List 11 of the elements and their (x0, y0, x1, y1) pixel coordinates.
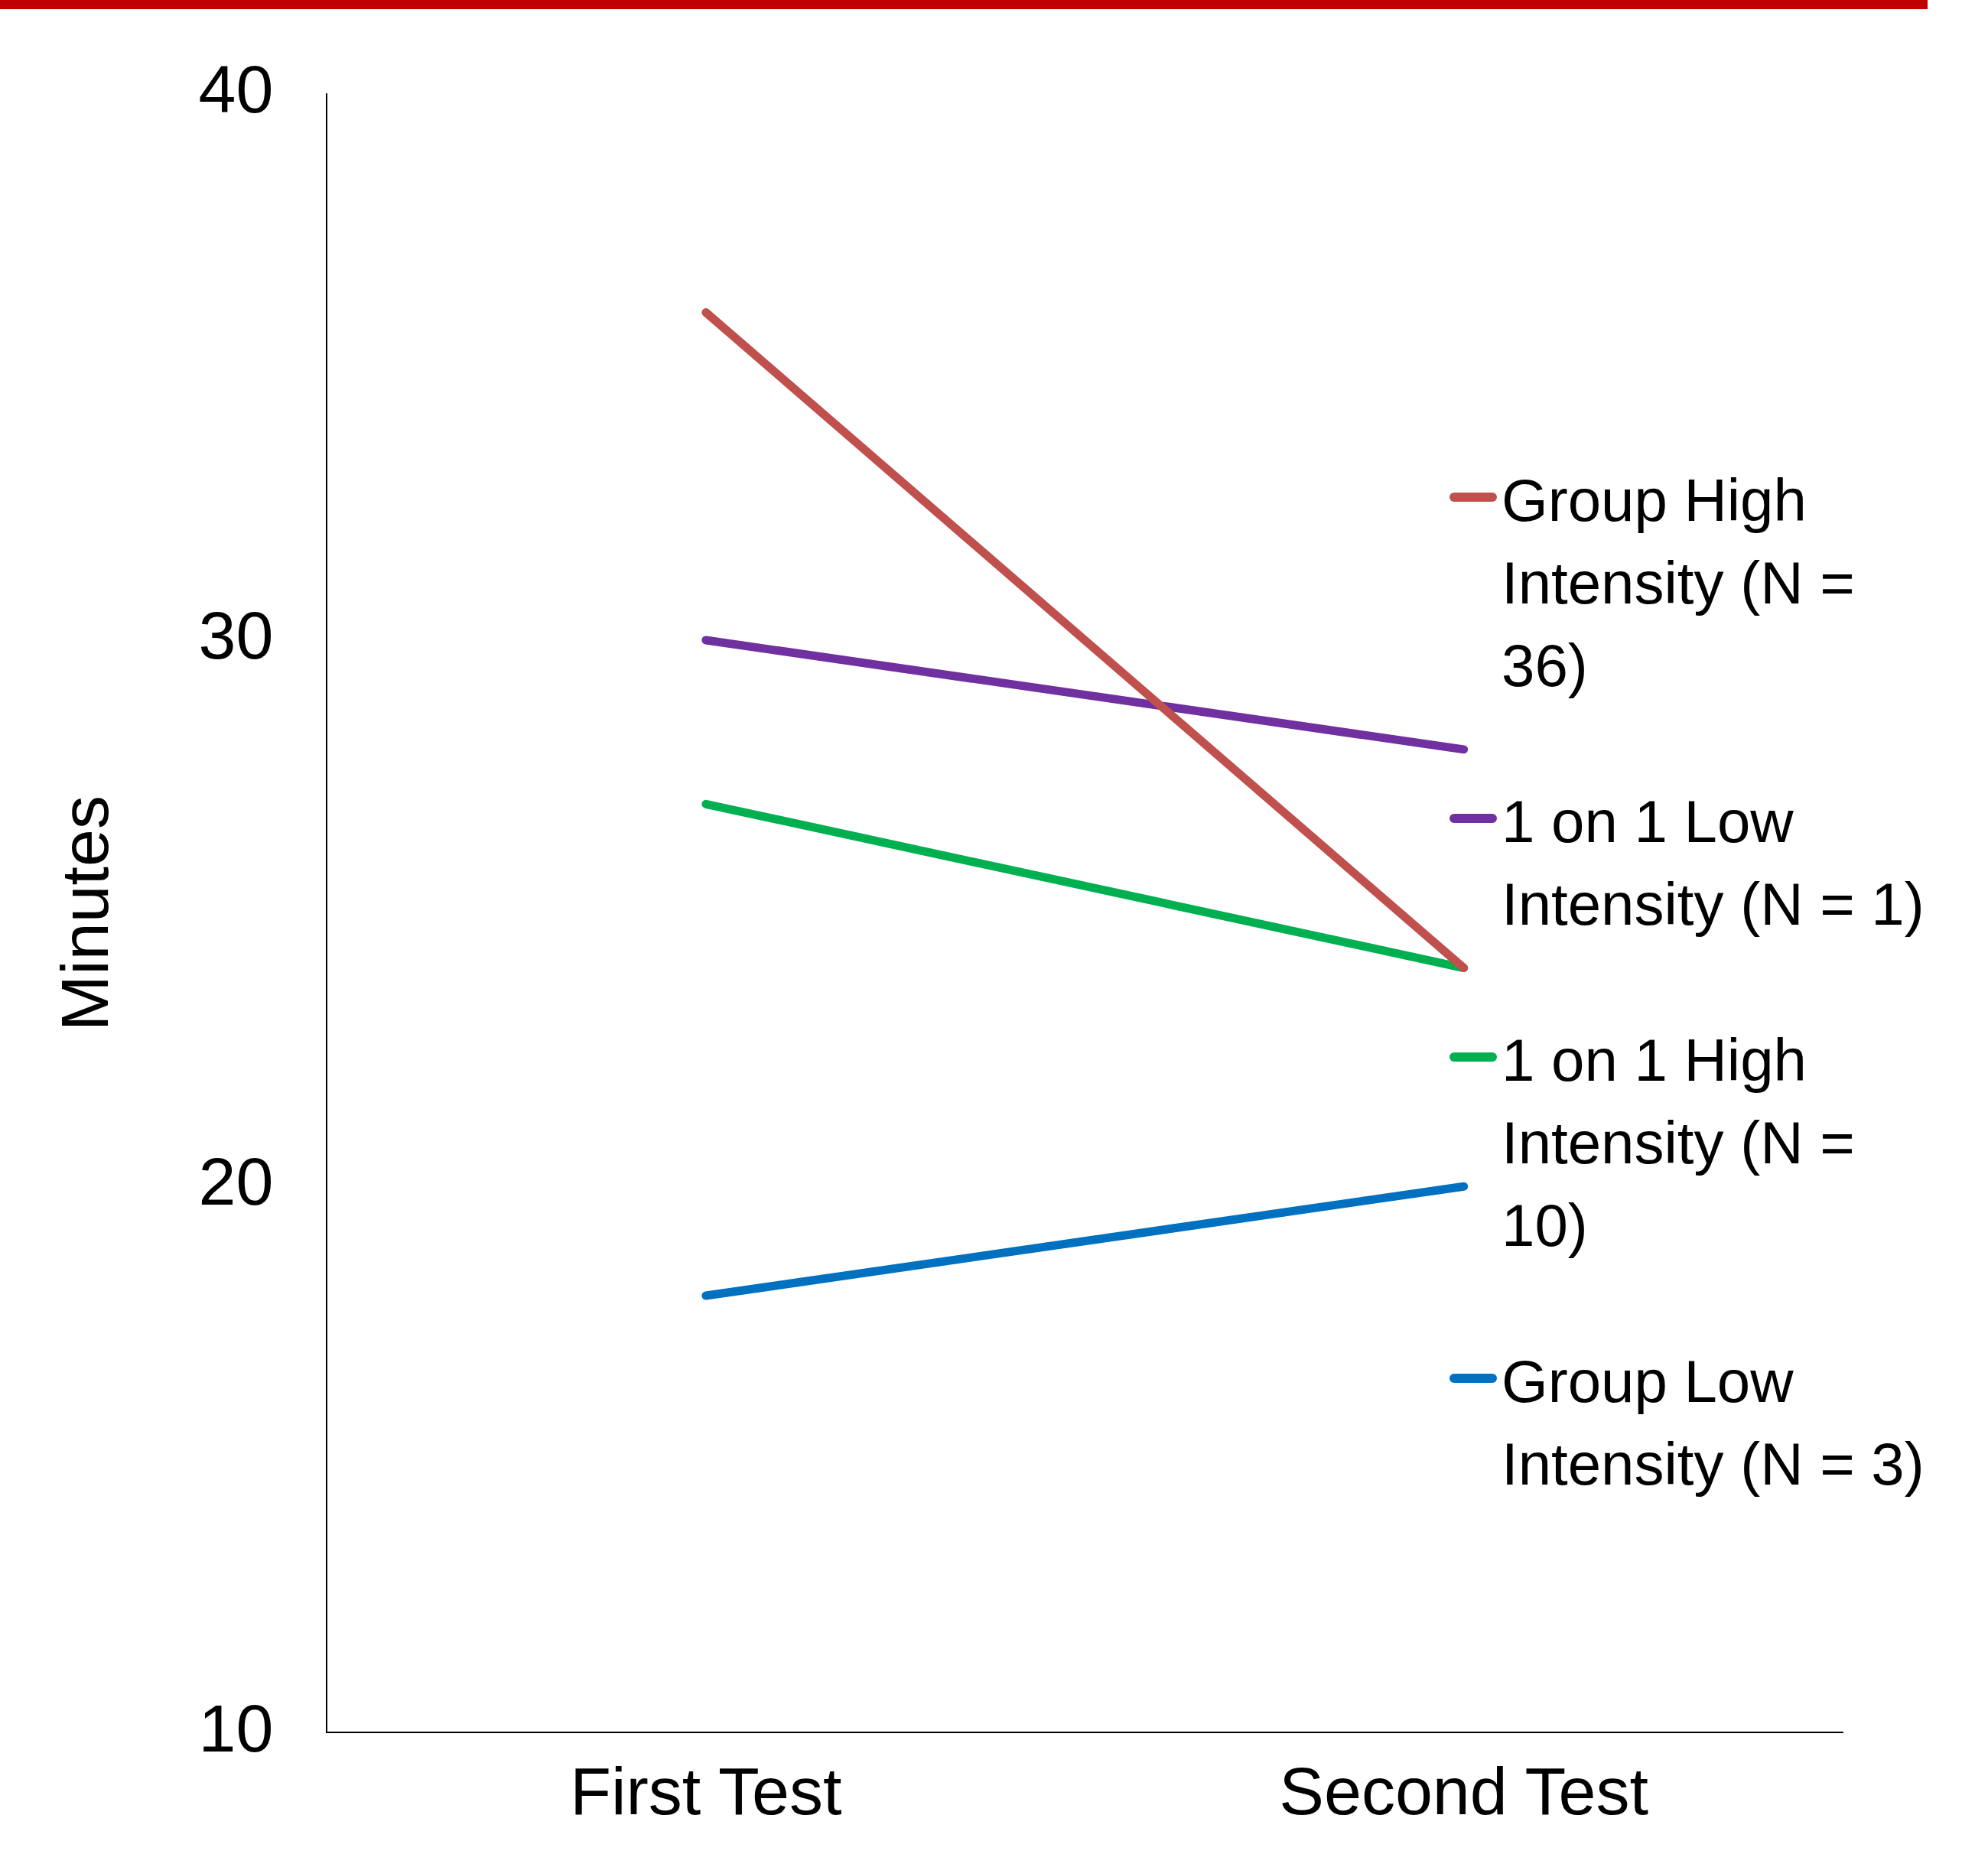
legend-label: Group Low Intensity (N = 3) (1502, 1347, 1925, 1499)
y-axis-title: Minutes (47, 795, 123, 1032)
x-tick-label: Second Test (1279, 1753, 1648, 1830)
legend-label: Group High Intensity (N = 36) (1502, 466, 1856, 701)
y-tick-label: 40 (198, 51, 274, 128)
legend-label: 1 on 1 Low Intensity (N = 1) (1502, 787, 1925, 939)
legend-label: 1 on 1 High Intensity (N = 10) (1502, 1026, 1856, 1260)
y-tick-label: 10 (198, 1690, 274, 1766)
y-tick-label: 20 (198, 1143, 274, 1220)
y-tick-label: 30 (198, 597, 274, 674)
x-tick-label: First Test (570, 1753, 842, 1830)
